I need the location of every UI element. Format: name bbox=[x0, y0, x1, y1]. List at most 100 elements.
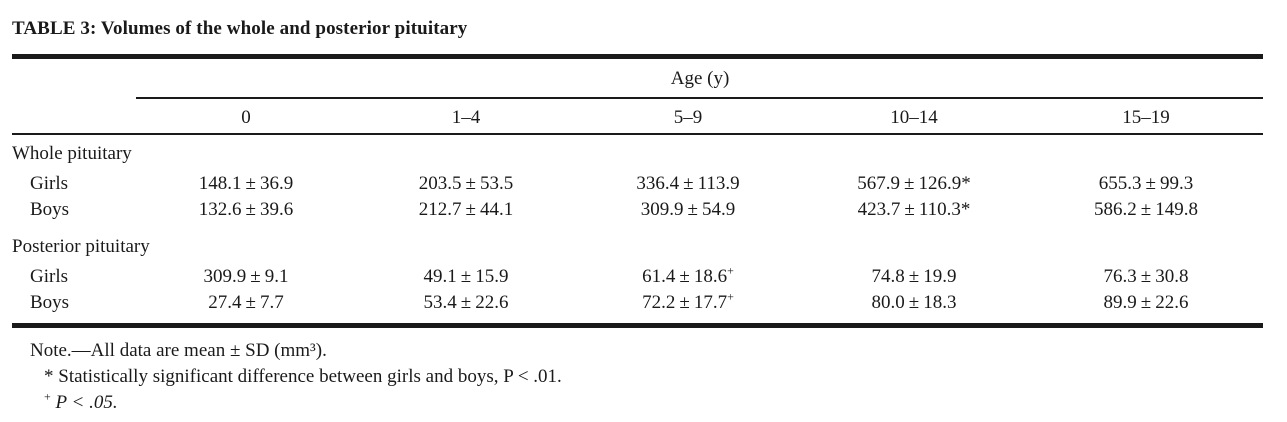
plus-minus-sign: ± bbox=[1140, 292, 1152, 313]
cell-mean: 53.4 bbox=[423, 292, 457, 313]
cell-sd: 54.9 bbox=[701, 199, 736, 220]
age-spanner-rule bbox=[136, 97, 1263, 99]
table-cell: 309.9 ±54.9 bbox=[641, 199, 735, 221]
table-cell: 49.1 ±15.9 bbox=[424, 266, 509, 288]
cell-mean: 586.2 bbox=[1094, 199, 1137, 220]
cell-mean: 203.5 bbox=[418, 173, 462, 194]
table-note-units: Note.—All data are mean ± SD (mm³). bbox=[30, 340, 327, 361]
table-cell: 212.7 ±44.1 bbox=[419, 199, 513, 221]
table-note-p05: + P < .05. bbox=[44, 389, 118, 414]
column-header-3: 10–14 bbox=[890, 107, 938, 128]
table-cell: 655.3 ±99.3 bbox=[1099, 173, 1193, 195]
table-cell: 567.9 ±126.9* bbox=[857, 173, 970, 195]
plus-minus-sign: ± bbox=[904, 173, 915, 194]
plus-minus-sign: ± bbox=[460, 292, 472, 313]
cell-sd: 126.9 bbox=[918, 173, 962, 194]
table-cell: 89.9 ±22.6 bbox=[1104, 292, 1189, 314]
row-label: Boys bbox=[30, 292, 70, 313]
cell-mean: 148.1 bbox=[198, 173, 242, 194]
cell-sd: 30.8 bbox=[1155, 266, 1189, 287]
column-header-2: 5–9 bbox=[673, 107, 703, 128]
table-cell: 148.1 ±36.9 bbox=[199, 173, 293, 195]
cell-sd: 110.3 bbox=[918, 199, 961, 220]
row-label: Girls bbox=[30, 173, 68, 194]
plus-minus-sign: ± bbox=[245, 199, 256, 220]
cell-mean: 212.7 bbox=[418, 199, 462, 220]
plus-minus-sign: ± bbox=[687, 199, 698, 220]
cell-mean: 61.4 bbox=[642, 266, 676, 287]
table-cell: 53.4 ±22.6 bbox=[424, 292, 509, 314]
plus-minus-sign: ± bbox=[679, 292, 690, 313]
column-header-1: 1–4 bbox=[451, 107, 481, 128]
cell-mean: 309.9 bbox=[203, 266, 247, 287]
cell-sd: 17.7 bbox=[693, 292, 728, 313]
table-cell: 423.7 ±110.3* bbox=[858, 199, 971, 221]
cell-sd: 7.7 bbox=[259, 292, 284, 313]
plus-minus-sign: ± bbox=[245, 292, 256, 313]
cell-mean: 80.0 bbox=[871, 292, 905, 313]
significance-mark: * bbox=[961, 173, 971, 194]
header-rule bbox=[12, 133, 1263, 135]
section-label: Whole pituitary bbox=[12, 143, 132, 164]
cell-mean: 49.1 bbox=[423, 266, 457, 287]
dagger-mark: + bbox=[44, 389, 51, 404]
section-label: Posterior pituitary bbox=[12, 236, 150, 257]
plus-minus-sign: ± bbox=[908, 266, 920, 287]
table-cell: 61.4 ±18.6+ bbox=[642, 263, 734, 288]
plus-minus-sign: ± bbox=[460, 266, 472, 287]
table-cell: 132.6 ±39.6 bbox=[199, 199, 293, 221]
note-p05-text: P < .05. bbox=[55, 392, 118, 413]
cell-sd: 149.8 bbox=[1155, 199, 1198, 220]
table-cell: 336.4 ±113.9 bbox=[636, 173, 739, 195]
cell-mean: 309.9 bbox=[640, 199, 684, 220]
plus-minus-sign: ± bbox=[908, 292, 920, 313]
table-cell: 80.0 ±18.3 bbox=[872, 292, 957, 314]
significance-mark: * bbox=[960, 199, 971, 220]
table-cell: 74.8 ±19.9 bbox=[872, 266, 957, 288]
plus-minus-sign: ± bbox=[679, 266, 690, 287]
cell-sd: 53.5 bbox=[479, 173, 514, 194]
cell-mean: 655.3 bbox=[1098, 173, 1142, 194]
table-title: TABLE 3: Volumes of the whole and poster… bbox=[12, 18, 468, 39]
cell-mean: 132.6 bbox=[198, 199, 242, 220]
plus-minus-sign: ± bbox=[904, 199, 915, 220]
plus-minus-sign: ± bbox=[250, 266, 261, 287]
plus-minus-sign: ± bbox=[245, 173, 256, 194]
cell-mean: 72.2 bbox=[642, 292, 676, 313]
cell-sd: 99.3 bbox=[1159, 173, 1194, 194]
table-cell: 76.3 ±30.8 bbox=[1104, 266, 1189, 288]
cell-sd: 22.6 bbox=[475, 292, 509, 313]
cell-sd: 22.6 bbox=[1155, 292, 1189, 313]
bottom-rule bbox=[12, 323, 1263, 328]
cell-sd: 44.1 bbox=[479, 199, 514, 220]
cell-mean: 423.7 bbox=[857, 199, 901, 220]
age-spanner-header: Age (y) bbox=[670, 68, 730, 89]
table-cell: 72.2 ±17.7+ bbox=[642, 289, 734, 314]
cell-mean: 76.3 bbox=[1103, 266, 1137, 287]
dagger-mark: + bbox=[727, 263, 734, 278]
plus-minus-sign: ± bbox=[465, 199, 476, 220]
cell-sd: 18.6 bbox=[693, 266, 728, 287]
cell-sd: 15.9 bbox=[475, 266, 509, 287]
cell-mean: 27.4 bbox=[208, 292, 242, 313]
plus-minus-sign: ± bbox=[1140, 266, 1152, 287]
plus-minus-sign: ± bbox=[683, 173, 694, 194]
cell-sd: 113.9 bbox=[697, 173, 740, 194]
row-label: Girls bbox=[30, 266, 68, 287]
table-note-significance: * Statistically significant difference b… bbox=[44, 366, 562, 387]
cell-mean: 336.4 bbox=[636, 173, 680, 194]
dagger-mark: + bbox=[727, 289, 734, 304]
table-cell: 309.9 ±9.1 bbox=[204, 266, 289, 288]
table-cell: 203.5 ±53.5 bbox=[419, 173, 513, 195]
table-cell: 586.2 ±149.8 bbox=[1094, 199, 1198, 221]
top-rule bbox=[12, 54, 1263, 59]
row-label: Boys bbox=[30, 199, 70, 220]
cell-sd: 9.1 bbox=[264, 266, 289, 287]
cell-sd: 36.9 bbox=[259, 173, 294, 194]
plus-minus-sign: ± bbox=[465, 173, 476, 194]
plus-minus-sign: ± bbox=[1140, 199, 1152, 220]
cell-mean: 74.8 bbox=[871, 266, 905, 287]
plus-minus-sign: ± bbox=[1145, 173, 1156, 194]
cell-mean: 89.9 bbox=[1103, 292, 1137, 313]
column-header-4: 15–19 bbox=[1122, 107, 1170, 128]
